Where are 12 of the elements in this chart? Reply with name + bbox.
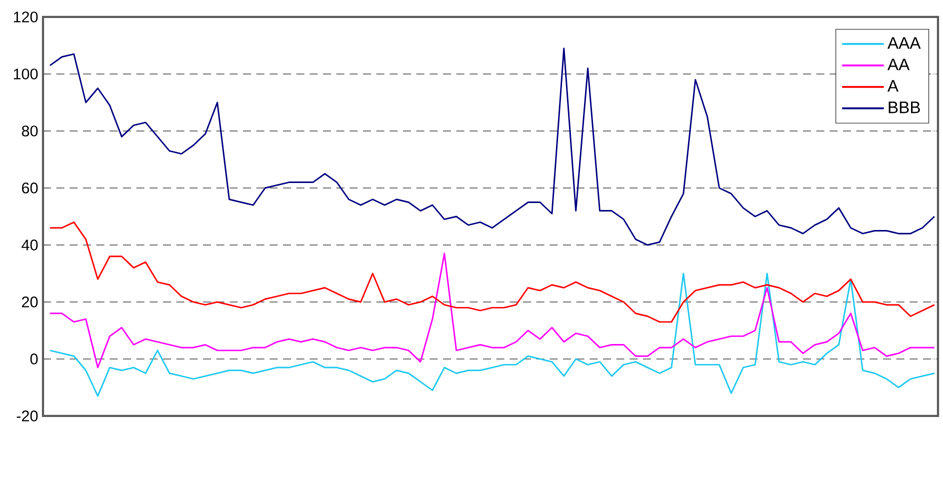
legend-label: BBB xyxy=(888,102,920,114)
y-tick-label: 20 xyxy=(22,296,38,308)
legend-label: AAA xyxy=(887,37,921,49)
y-tick-label: 40 xyxy=(22,240,38,250)
legend-label: A xyxy=(887,80,899,92)
legend-label: AA xyxy=(887,58,910,70)
y-tick-label: 100 xyxy=(14,68,38,80)
y-tick-label: 0 xyxy=(30,354,38,364)
y-tick-label: -20 xyxy=(16,410,38,422)
y-tick-label: 120 xyxy=(14,12,38,22)
y-tick-label: 80 xyxy=(22,126,38,136)
y-tick-label: 60 xyxy=(22,182,38,194)
